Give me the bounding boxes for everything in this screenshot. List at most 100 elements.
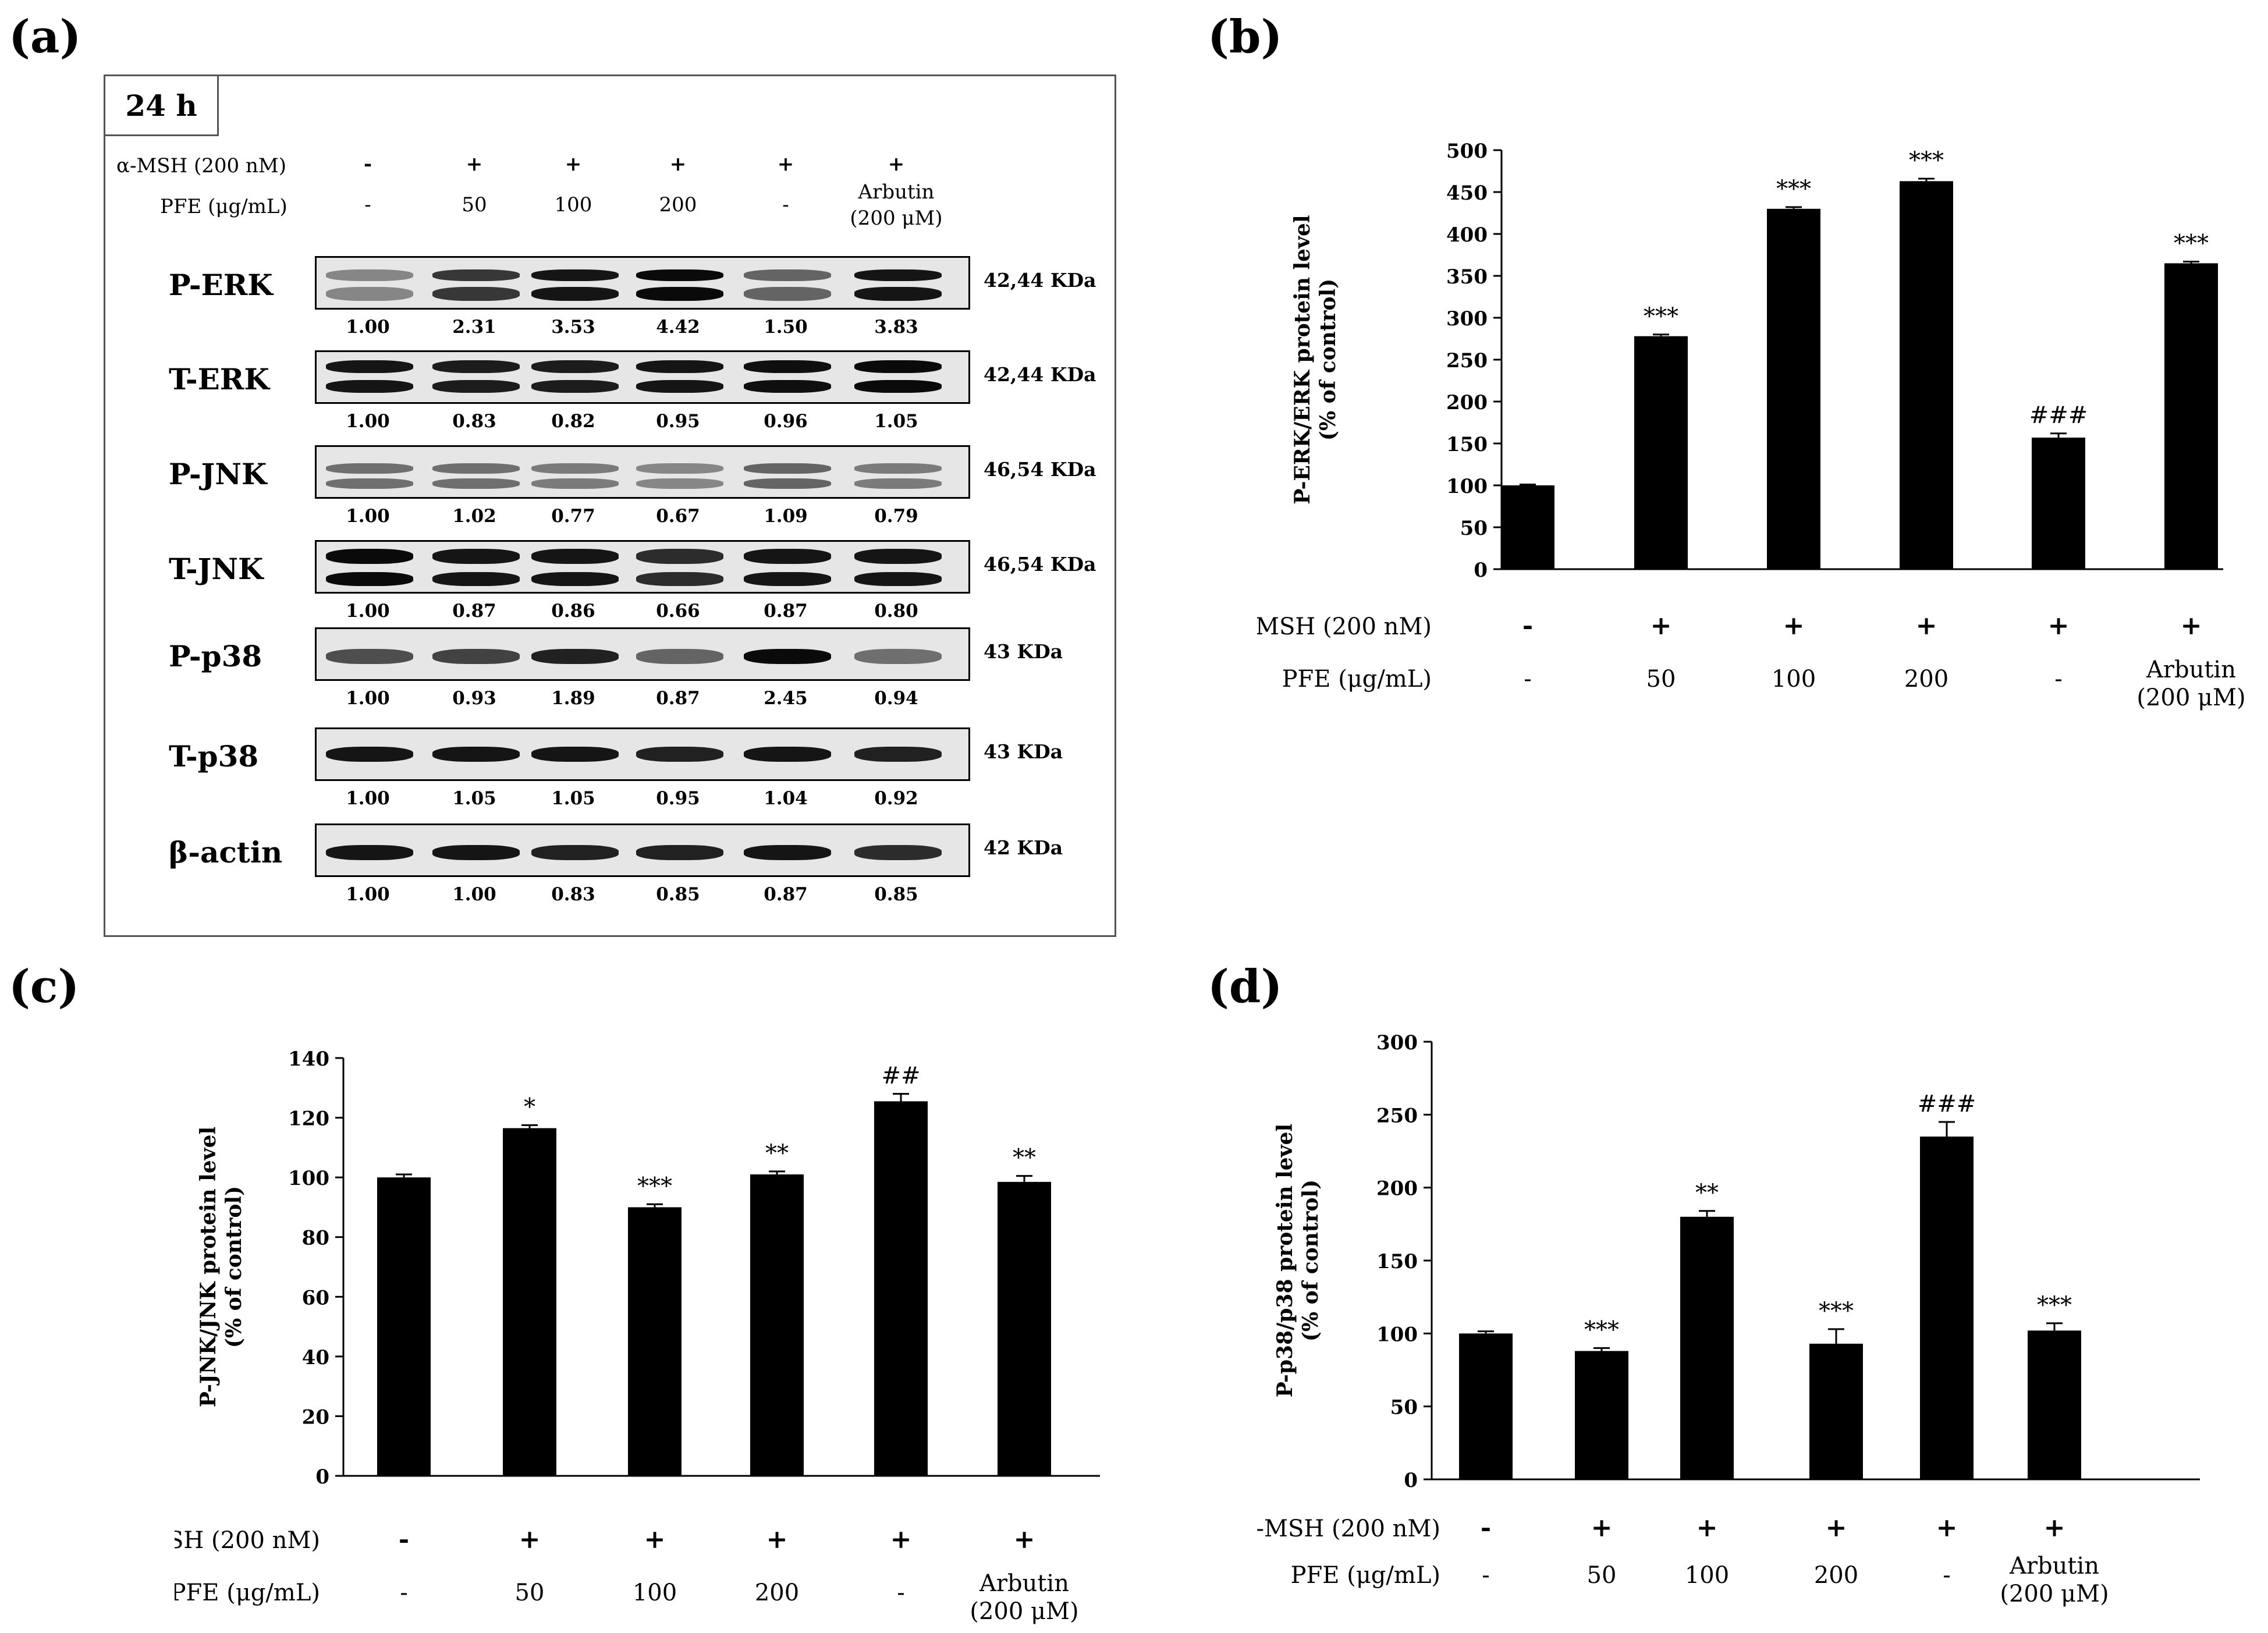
- blot-band: [531, 572, 619, 586]
- blot-band: [744, 572, 831, 586]
- blot-msh-sign: +: [669, 152, 687, 176]
- blot-band: [854, 269, 942, 281]
- blot-band: [636, 649, 723, 664]
- pfe-sub-label: (200 μM): [2136, 684, 2245, 711]
- blot-band: [854, 478, 942, 489]
- blot-band: [531, 380, 619, 393]
- blot-msh-sign: +: [565, 152, 582, 176]
- blot-density-value: 1.00: [452, 884, 496, 905]
- significance-mark: ***: [2037, 1292, 2072, 1319]
- y-tick-label: 250: [1376, 1104, 1418, 1127]
- blot-density-value: 1.89: [551, 688, 595, 709]
- blot-density-value: 0.86: [551, 601, 595, 622]
- blot-kda-label: 46,54 KDa: [984, 458, 1096, 481]
- bar: [874, 1101, 928, 1476]
- blot-density-value: 1.00: [346, 788, 390, 809]
- blot-band: [531, 649, 619, 664]
- significance-mark: ***: [1819, 1298, 1854, 1325]
- blot-density-value: 0.93: [452, 688, 496, 709]
- y-tick-label: 300: [1446, 307, 1488, 331]
- significance-mark: **: [1013, 1145, 1036, 1172]
- blot-pfe-value: Arbutin: [858, 180, 935, 204]
- bar: [628, 1207, 682, 1476]
- blot-pfe-sub: (200 μM): [850, 207, 943, 230]
- blot-band: [636, 463, 723, 474]
- blot-band: [531, 287, 619, 301]
- blot-band: [636, 478, 723, 489]
- y-tick-label: 60: [302, 1286, 329, 1309]
- blot-band: [854, 463, 942, 474]
- msh-sign: +: [1783, 611, 1805, 641]
- chart-pp38: 0 50 100 150 200 250 300 P-p38/p38 protein leve…: [1257, 1031, 2200, 1607]
- blot-density-value: 0.80: [874, 601, 918, 622]
- blot-density-value: 1.04: [764, 788, 808, 809]
- blot-strip: [315, 445, 970, 499]
- blot-band: [531, 747, 619, 762]
- blot-band: [432, 747, 520, 762]
- msh-sign: +: [766, 1525, 788, 1554]
- y-tick-label: 500: [1446, 140, 1488, 163]
- pfe-value: 50: [1587, 1562, 1617, 1589]
- y-tick-label: 250: [1446, 349, 1488, 372]
- blot-band: [432, 572, 520, 586]
- blot-density-value: 0.83: [551, 884, 595, 905]
- blot-band: [854, 747, 942, 762]
- blot-band: [854, 380, 942, 393]
- blot-band: [636, 747, 723, 762]
- y-tick-label: 50: [1390, 1396, 1418, 1419]
- bar: [1809, 1343, 1863, 1479]
- blot-density-value: 1.00: [346, 506, 390, 527]
- blot-band: [432, 287, 520, 301]
- pfe-value: -: [1482, 1562, 1490, 1589]
- pfe-row-label: PFE (μg/mL): [1291, 1562, 1440, 1589]
- significance-mark: ***: [637, 1173, 672, 1199]
- msh-sign: +: [890, 1525, 912, 1554]
- blot-density-value: 1.05: [874, 411, 918, 432]
- msh-sign: +: [1826, 1513, 1847, 1543]
- blot-density-value: 1.05: [452, 788, 496, 809]
- blot-band: [854, 649, 942, 664]
- pfe-sub-label: (200 μM): [970, 1598, 1078, 1625]
- blot-row-label: T-p38: [169, 739, 259, 773]
- blot-kda-label: 42 KDa: [984, 836, 1063, 859]
- blot-band: [744, 649, 831, 664]
- blot-band: [854, 572, 942, 586]
- y-tick-label: 150: [1446, 433, 1488, 456]
- blot-density-value: 1.00: [346, 884, 390, 905]
- msh-sign: -: [1481, 1513, 1491, 1543]
- blot-density-value: 0.94: [874, 688, 918, 709]
- blot-band: [636, 269, 723, 281]
- blot-band: [744, 463, 831, 474]
- blot-density-value: 0.92: [874, 788, 918, 809]
- y-tick-label: 50: [1460, 517, 1488, 540]
- blot-density-value: 0.66: [656, 601, 700, 622]
- y-axis-label-unit: (% of control): [1298, 1180, 1323, 1341]
- msh-sign: -: [1522, 611, 1533, 641]
- blot-band: [744, 360, 831, 373]
- blot-band: [636, 572, 723, 586]
- blot-strip: [315, 823, 970, 877]
- blot-row-label: β-actin: [169, 835, 283, 869]
- bar: [998, 1181, 1051, 1476]
- msh-sign: +: [1014, 1525, 1035, 1554]
- pfe-value: 200: [755, 1579, 799, 1606]
- blot-band: [531, 463, 619, 474]
- blot-band: [744, 747, 831, 762]
- blot-msh-sign: +: [888, 152, 905, 176]
- blot-strip: [315, 256, 970, 310]
- blot-band: [636, 287, 723, 301]
- blot-band: [531, 269, 619, 281]
- blot-kda-label: 42,44 KDa: [984, 363, 1096, 386]
- blot-strip: [315, 627, 970, 681]
- significance-mark: ***: [1584, 1316, 1619, 1343]
- pfe-row-label: PFE (μg/mL): [1282, 666, 1432, 693]
- blot-density-value: 4.42: [656, 317, 700, 338]
- blot-band: [326, 478, 413, 489]
- y-tick-label: 400: [1446, 223, 1488, 247]
- pfe-value: 50: [515, 1579, 545, 1606]
- msh-sign: +: [1916, 611, 1937, 641]
- bar: [2028, 1330, 2081, 1479]
- y-axis-label: P-JNK/JNK protein level: [196, 1127, 221, 1407]
- y-axis-label: P-ERK/ERK protein level: [1290, 215, 1315, 504]
- blot-density-value: 1.05: [551, 788, 595, 809]
